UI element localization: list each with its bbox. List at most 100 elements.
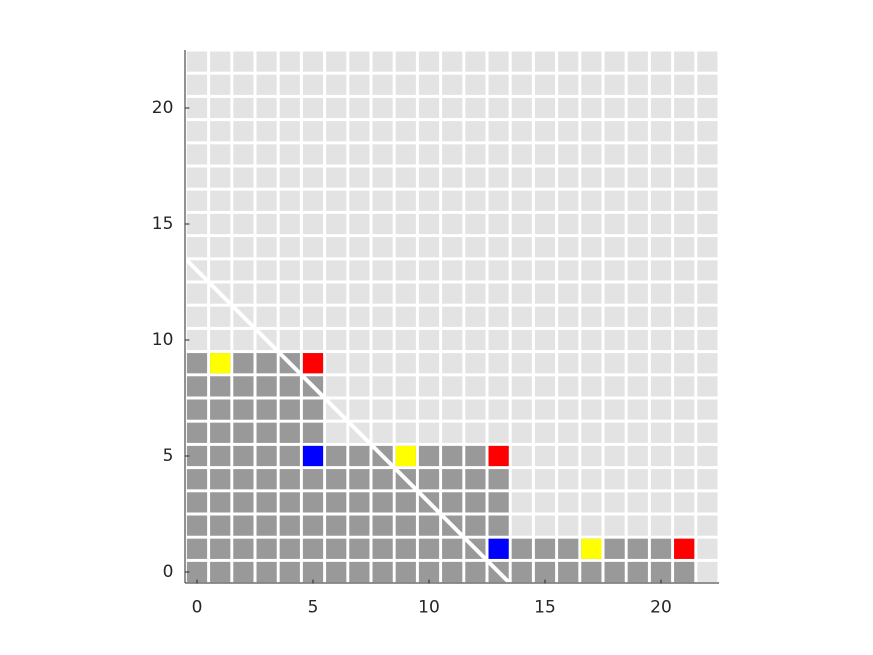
background-cell <box>488 399 509 420</box>
background-cell <box>581 306 602 327</box>
background-cell <box>488 237 509 258</box>
background-cell <box>326 306 347 327</box>
background-cell <box>604 306 625 327</box>
background-cell <box>534 190 556 211</box>
filled-cell <box>372 515 393 536</box>
background-cell <box>534 422 556 443</box>
background-cell <box>210 74 231 95</box>
background-cell <box>395 51 416 72</box>
filled-cell <box>674 561 695 583</box>
background-cell <box>581 97 602 119</box>
background-cell <box>442 74 463 95</box>
filled-cell <box>186 492 208 513</box>
background-cell <box>627 237 648 258</box>
background-cell <box>534 121 556 142</box>
background-cell <box>604 51 625 72</box>
background-cell <box>256 144 277 165</box>
background-cell <box>349 260 370 281</box>
background-cell <box>418 329 440 351</box>
background-cell <box>627 399 648 420</box>
filled-cell <box>210 399 231 420</box>
background-cell <box>302 97 324 119</box>
background-cell <box>465 283 486 304</box>
background-cell <box>488 376 509 397</box>
background-cell <box>302 283 324 304</box>
background-cell <box>279 329 300 351</box>
background-cell <box>256 190 277 211</box>
background-cell <box>558 353 579 374</box>
background-cell <box>465 213 486 235</box>
background-cell <box>256 74 277 95</box>
background-cell <box>604 445 625 467</box>
background-cell <box>302 306 324 327</box>
filled-cell <box>465 469 486 490</box>
background-cell <box>604 469 625 490</box>
background-cell <box>372 399 393 420</box>
background-cell <box>395 97 416 119</box>
background-cell <box>697 306 718 327</box>
background-cell <box>511 353 532 374</box>
background-cell <box>418 190 440 211</box>
background-cell <box>674 376 695 397</box>
background-cell <box>627 469 648 490</box>
background-cell <box>418 422 440 443</box>
background-cell <box>372 329 393 351</box>
filled-cell <box>210 561 231 583</box>
background-cell <box>395 376 416 397</box>
background-cell <box>581 329 602 351</box>
background-cell <box>604 329 625 351</box>
background-cell <box>465 353 486 374</box>
filled-cell <box>233 492 254 513</box>
background-cell <box>511 51 532 72</box>
background-cell <box>581 260 602 281</box>
filled-cell <box>279 469 300 490</box>
background-cell <box>511 445 532 467</box>
background-cell <box>372 422 393 443</box>
background-cell <box>604 492 625 513</box>
filled-cell <box>465 492 486 513</box>
background-cell <box>326 51 347 72</box>
background-cell <box>674 190 695 211</box>
filled-cell <box>349 515 370 536</box>
background-cell <box>511 121 532 142</box>
background-cell <box>349 167 370 188</box>
background-cell <box>558 329 579 351</box>
background-cell <box>210 121 231 142</box>
background-cell <box>558 190 579 211</box>
background-cell <box>604 144 625 165</box>
filled-cell <box>349 538 370 559</box>
filled-cell <box>488 492 509 513</box>
filled-cell <box>627 538 648 559</box>
filled-cell <box>186 561 208 583</box>
background-cell <box>465 51 486 72</box>
y-tick-label: 0 <box>163 562 174 582</box>
background-cell <box>534 74 556 95</box>
background-cell <box>650 399 672 420</box>
filled-cell <box>558 538 579 559</box>
background-cell <box>627 329 648 351</box>
background-cell <box>186 121 208 142</box>
background-cell <box>418 260 440 281</box>
background-cell <box>581 422 602 443</box>
y-tick-label: 5 <box>163 446 174 466</box>
background-cell <box>650 445 672 467</box>
filled-cell <box>418 515 440 536</box>
background-cell <box>442 167 463 188</box>
y-tick-label: 20 <box>152 98 174 118</box>
background-cell <box>186 283 208 304</box>
background-cell <box>534 445 556 467</box>
background-cell <box>465 306 486 327</box>
marker-cell <box>674 538 695 559</box>
background-cell <box>650 74 672 95</box>
background-cell <box>511 422 532 443</box>
background-cell <box>465 144 486 165</box>
background-cell <box>279 74 300 95</box>
background-cell <box>581 469 602 490</box>
filled-cell <box>372 538 393 559</box>
background-cell <box>488 74 509 95</box>
filled-cell <box>418 469 440 490</box>
background-cell <box>558 376 579 397</box>
background-cell <box>372 97 393 119</box>
filled-cell <box>418 445 440 467</box>
filled-cell <box>302 561 324 583</box>
